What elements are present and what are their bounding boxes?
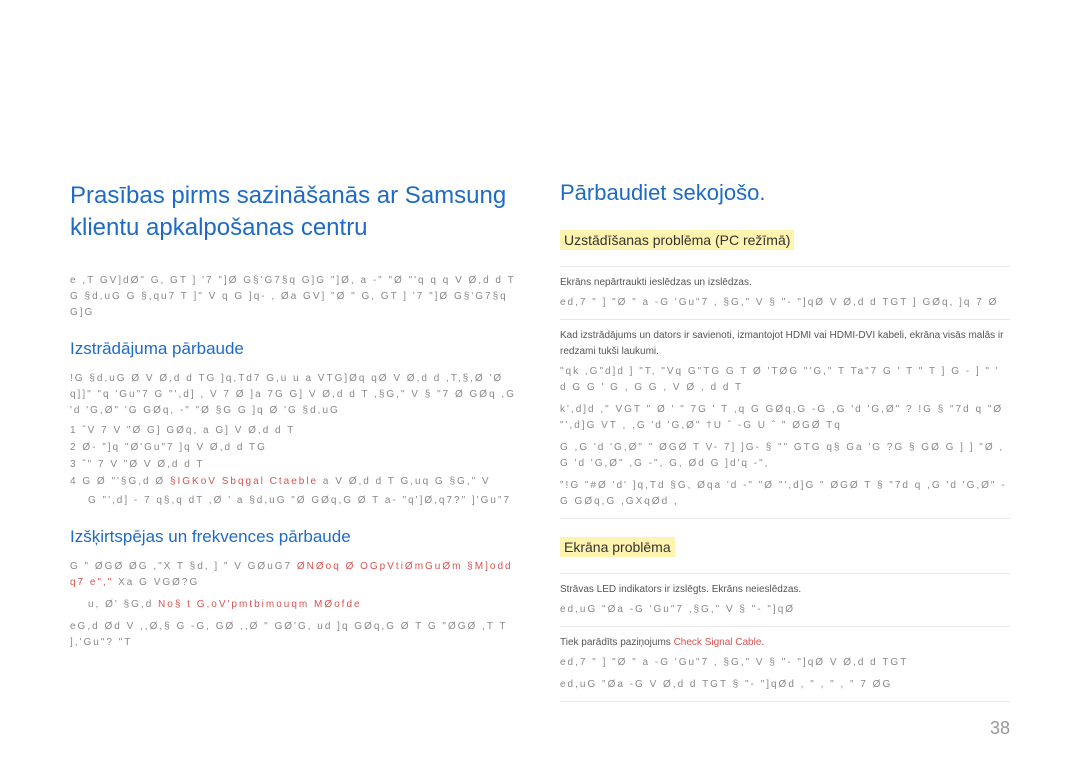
subtitle-resolution: Izšķirtspējas un frekvences pārbaude [70,527,520,547]
divider [560,319,1010,320]
subtitle-product-check: Izstrādājuma pārbaude [70,339,520,359]
highlight-screen-problem: Ekrāna problēma [560,537,675,557]
right-column: Pārbaudiet sekojošo. Uzstādīšanas problē… [560,180,1010,710]
page-number: 38 [990,718,1010,739]
list-item-2: 2 Ø- "]q "Ø'Gu"7 ]q V Ø,d d TG [70,442,520,453]
divider [560,266,1010,267]
row2-b3: G ,G 'd 'G,Ø" " ØGØ T V- 7] ]G- § "" GTG… [560,440,1010,472]
row1-label: Ekrāns nepārtraukti ieslēdzas un izslēdz… [560,275,1010,291]
row2-b1: "qk ,G"d]d ] "T, "Vq G"TG G T Ø 'TØG "'G… [560,364,1010,396]
highlight-setup-problem: Uzstādīšanas problēma (PC režīmā) [560,230,794,250]
divider [560,701,1010,702]
right-title: Pārbaudiet sekojošo. [560,180,1010,206]
check-signal-inline: §IGKoV Sbqgal Ctaeble [170,476,318,487]
intro-text: e ,T GV]dØ" G, GT ] '7 "]Ø G§'G7§q G]G "… [70,273,520,321]
list-item-3: 3 ˆ" 7 V "Ø V Ø,d d T [70,459,520,470]
item-footer: G "',d] - 7 q§,q dT ,Ø ' a §d,uG "Ø GØq,… [70,493,520,509]
sub2-line2: u, Ø' §G,d No§ t G,oV'pmtbimouqm MØofde [70,597,520,613]
row1-body: ed,7 " ] "Ø " a -G 'Gu"7 , §G," V § "- "… [560,295,1010,311]
row4-label: Tiek parādīts paziņojums Check Signal Ca… [560,635,1010,651]
sub1-body: !G §d,uG Ø V Ø,d d TG ]q,Td7 G,u u a VTG… [70,371,520,419]
sub2-line1: G " ØGØ ØG ,"X T §d, ] " V GØuG7 ØNØoq Ø… [70,559,520,591]
row3-label: Strāvas LED indikators ir izslēgts. Ekrā… [560,582,1010,598]
row2-b2: k',d]d ," VGT " Ø ' " 7G ' T ,q G GØq,G … [560,402,1010,434]
row2-label: Kad izstrādājums un dators ir savienoti,… [560,328,1010,360]
row4-b1: ed,7 " ] "Ø " a -G 'Gu"7 , §G," V § "- "… [560,655,1010,671]
sub2-line3: eG,d Ød V ,,Ø,§ G -G, GØ ,,Ø " GØ'G, ud … [70,619,520,651]
divider [560,573,1010,574]
divider [560,518,1010,519]
row3-b1: ed,uG "Øa -G 'Gu"7 ,§G," V § "- "]qØ [560,602,1010,618]
row2-b4: "!G "#Ø 'd' ]q,Td §G, Øqa 'd -" "Ø "',d]… [560,478,1010,510]
row4-b2: ed,uG "Øa -G V Ø,d d TGT § "- "]qØd , " … [560,677,1010,693]
divider [560,626,1010,627]
list-item-4: 4 G Ø "'§G,d Ø §IGKoV Sbqgal Ctaeble a V… [70,476,520,487]
main-title: Prasības pirms sazināšanās ar Samsung kl… [70,180,520,245]
left-column: Prasības pirms sazināšanās ar Samsung kl… [70,180,520,710]
list-item-1: 1 ˆV 7 V "Ø G] GØq, a G] V Ø,d d T [70,425,520,436]
